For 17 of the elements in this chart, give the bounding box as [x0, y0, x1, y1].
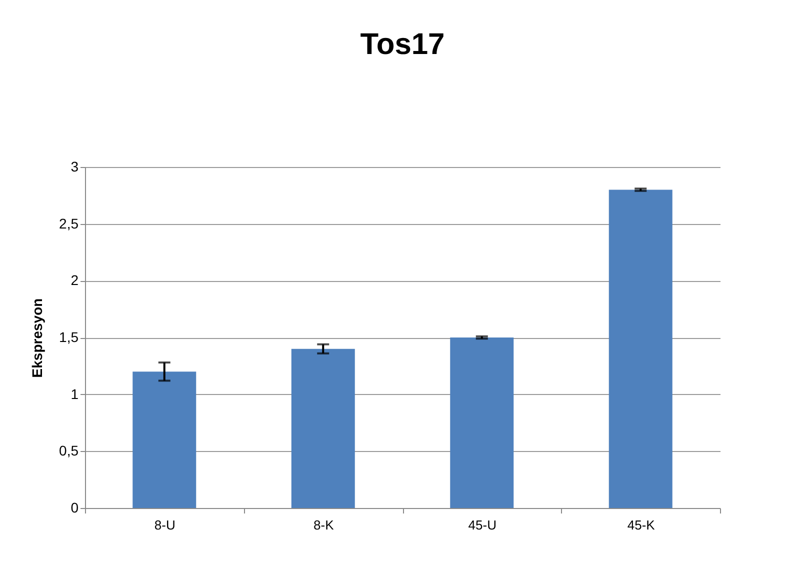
bar — [450, 338, 514, 508]
chart-title: Tos17 — [360, 28, 445, 61]
y-tick-label: 3 — [70, 158, 79, 174]
y-tick-label: 2,5 — [59, 215, 79, 232]
y-tick-label: 0,5 — [59, 442, 79, 459]
x-tick-label: 8-U — [154, 518, 176, 532]
y-axis-title: Ekspresyon — [29, 298, 46, 378]
y-tick-label: 0 — [70, 500, 79, 516]
y-tick-label: 2 — [70, 272, 79, 288]
bar — [291, 348, 355, 508]
x-tick-label: 45-U — [468, 518, 496, 532]
y-tick-label: 1 — [70, 386, 79, 402]
x-tick-label: 8-K — [314, 518, 334, 532]
x-tick-label: 45-K — [627, 518, 656, 532]
bar — [132, 372, 196, 508]
y-tick-label: 1,5 — [59, 329, 79, 345]
bar — [608, 190, 672, 508]
